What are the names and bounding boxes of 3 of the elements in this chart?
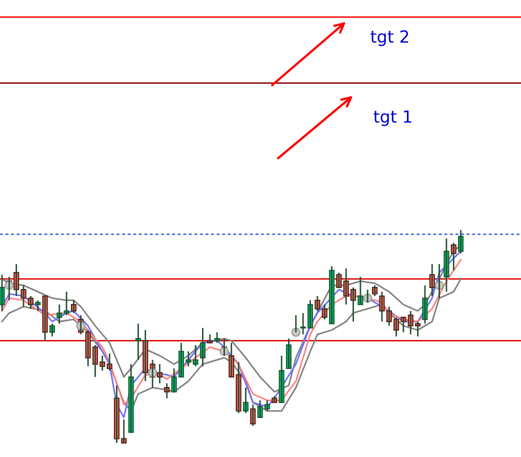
text: tgt 1 <box>374 110 412 126</box>
candlestick <box>42 295 48 342</box>
text: tgt 2 <box>370 30 408 46</box>
